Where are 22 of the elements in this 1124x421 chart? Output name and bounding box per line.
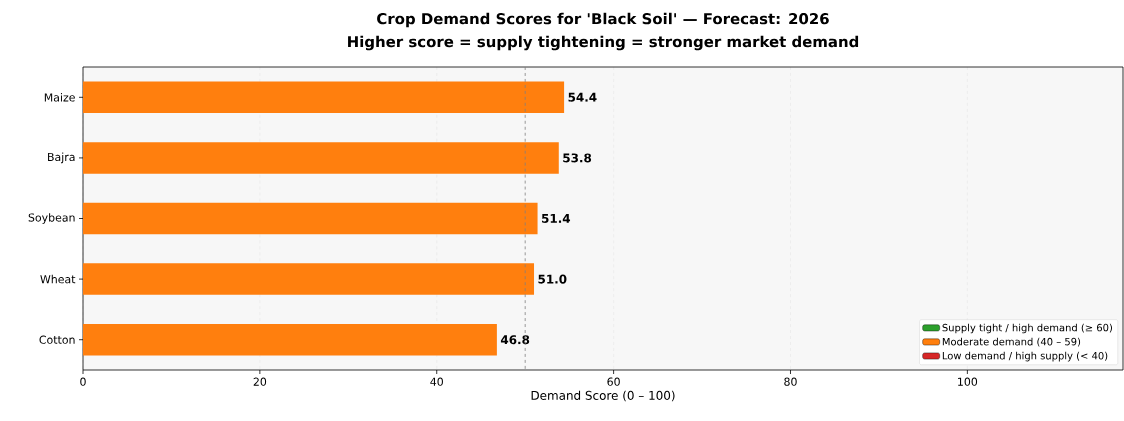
legend-label: Supply tight / high demand (≥ 60) [942, 323, 1112, 334]
y-tick-label: Maize [44, 93, 75, 102]
x-tick-label: 100 [958, 377, 978, 386]
chart-subtitle: Higher score = supply tightening = stronger market demand [348, 35, 859, 51]
y-tick-label: Soybean [28, 213, 75, 224]
legend-label: Moderate demand (40 – 59) [942, 337, 1081, 347]
data-label: 54.4 [568, 92, 597, 102]
y-tick-label: Cotton [39, 335, 75, 344]
x-tick-label: 80 [784, 377, 797, 386]
data-label: 46.8 [500, 335, 530, 345]
x-axis-title: Demand Score (0 – 100) [531, 390, 675, 402]
x-tick-label: 0 [80, 377, 86, 386]
y-tick-label: Bajra [48, 152, 75, 164]
data-label: 51.0 [538, 274, 567, 284]
chart-title: Crop Demand Scores for 'Black Soil' — Forecast: 2026 [377, 12, 829, 28]
y-tick-label: Wheat [40, 274, 76, 284]
data-label: 51.4 [542, 214, 571, 223]
x-tick-label: 40 [430, 377, 443, 386]
x-tick-label: 20 [253, 377, 267, 386]
legend-label: Low demand / high supply (< 40) [942, 351, 1108, 362]
data-label: 53.8 [563, 153, 592, 163]
x-tick-label: 60 [607, 377, 620, 386]
